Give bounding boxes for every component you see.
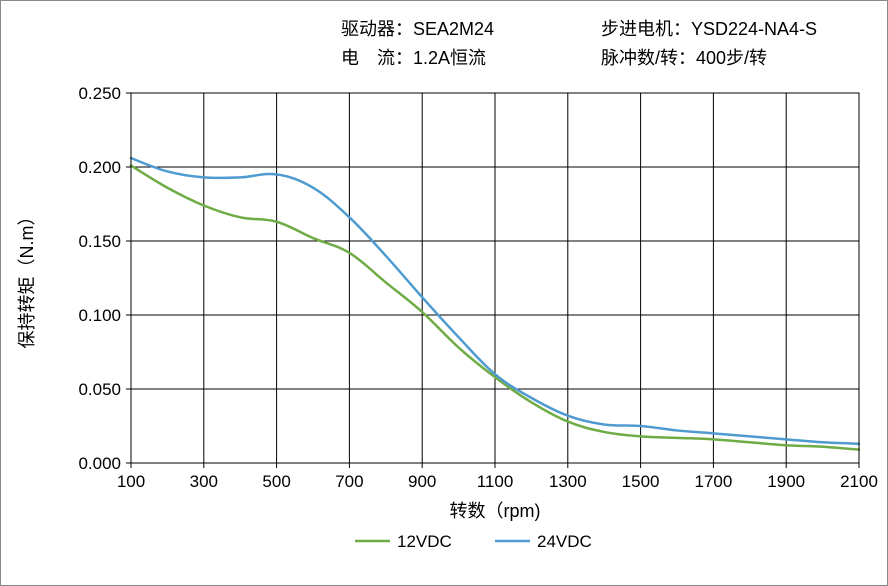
y-tick-label: 0.050: [78, 380, 121, 399]
x-tick-label: 1100: [477, 472, 514, 491]
pulse-value: 400步/转: [696, 48, 767, 68]
x-tick-label: 700: [335, 472, 363, 491]
x-tick-label: 2100: [840, 472, 878, 491]
header-metadata: 驱动器：SEA2M24 步进电机：YSD224-NA4-S 电 流：1.2A恒流…: [341, 15, 857, 73]
x-tick-label: 1900: [767, 472, 805, 491]
legend-label-1: 12VDC: [397, 532, 452, 551]
x-tick-label: 1700: [694, 472, 732, 491]
motor-label: 步进电机：: [601, 19, 691, 39]
current-value: 1.2A恒流: [413, 48, 486, 68]
motor-value: YSD224-NA4-S: [691, 19, 817, 39]
y-tick-label: 0.150: [78, 232, 121, 251]
y-tick-label: 0.250: [78, 84, 121, 103]
x-tick-label: 100: [117, 472, 145, 491]
driver-label: 驱动器：: [341, 19, 413, 39]
y-tick-label: 0.200: [78, 158, 121, 177]
x-tick-label: 900: [408, 472, 436, 491]
current-label: 电 流：: [341, 48, 413, 68]
torque-speed-chart: 100 300 500 700 900 1100 1300 1500 1700 1900 2100 0…: [1, 1, 888, 586]
x-axis-label: 转数（rpm): [450, 501, 541, 521]
chart-frame: 驱动器：SEA2M24 步进电机：YSD224-NA4-S 电 流：1.2A恒流…: [0, 0, 888, 586]
x-tick-label: 1300: [549, 472, 587, 491]
y-tick-label: 0.100: [78, 306, 121, 325]
pulse-label: 脉冲数/转：: [601, 48, 696, 68]
x-tick-label: 300: [190, 472, 218, 491]
legend-label-2: 24VDC: [537, 532, 592, 551]
y-tick-label: 0.000: [78, 454, 121, 473]
x-tick-label: 1500: [622, 472, 660, 491]
y-axis-label: 保持转矩（N.m）: [17, 208, 37, 349]
driver-value: SEA2M24: [413, 19, 494, 39]
x-tick-label: 500: [262, 472, 290, 491]
